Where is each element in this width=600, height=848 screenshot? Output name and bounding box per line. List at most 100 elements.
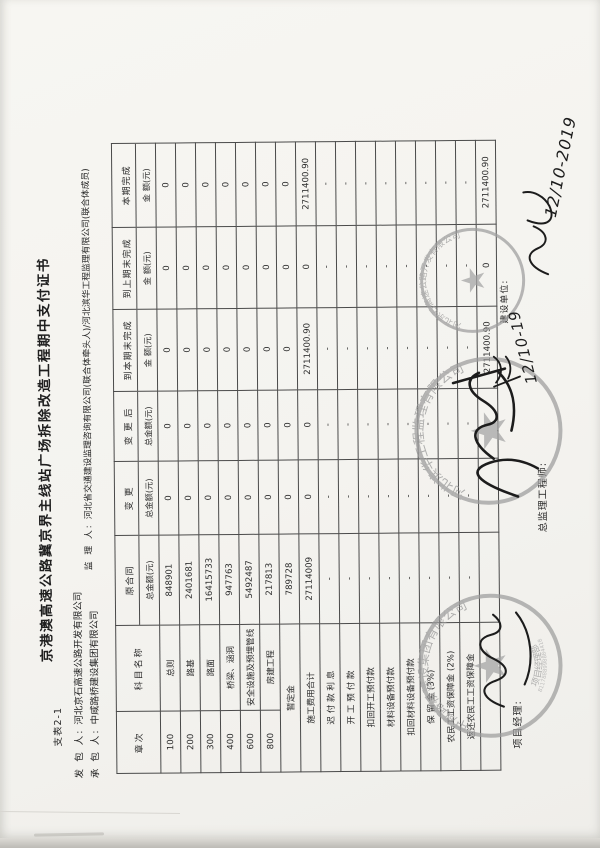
- star-icon: ★: [465, 646, 516, 686]
- table-cell: 材料设备预付款: [379, 623, 401, 772]
- table-cell: 400: [220, 710, 241, 773]
- table-cell: 0: [197, 390, 219, 461]
- table-cell: -: [378, 459, 399, 534]
- table-cell: 迟 付 款 利 息: [319, 623, 341, 772]
- employer-line: 发 包 人: 河北京石高速公路开发有限公司: [71, 592, 89, 779]
- table-cell: -: [315, 141, 337, 226]
- supervisor-name: 河北省交通建设监理咨询有限公司(联合体牵头人)/河北滨华工程监理有限公司(联合体…: [81, 168, 95, 520]
- party-block-left: 发 包 人: 河北京石高速公路开发有限公司 承 包 人: 中咸路桥建设集团有限公司: [71, 591, 105, 779]
- supervisor-line: 监 理 人: 河北省交通建设监理咨询有限公司(联合体牵头人)/河北滨华工程监理有限…: [78, 168, 95, 570]
- table-cell: -: [335, 141, 357, 226]
- stamp-ring-text: 中咸路桥建设集团有限公司: [415, 597, 471, 735]
- table-cell: 217813: [258, 534, 280, 625]
- table-cell: 300: [200, 710, 221, 773]
- table-cell: -: [355, 141, 377, 226]
- table-cell: 开 工 预 付 款: [339, 623, 361, 772]
- client-round-stamp: 河北京石高速公路开发有限公司 ★: [418, 227, 526, 333]
- table-cell: -: [358, 533, 380, 624]
- table-cell: 848901: [158, 534, 180, 626]
- table-cell: -: [316, 307, 338, 390]
- table-cell: 0: [178, 460, 199, 535]
- table-cell: 暂定金: [279, 623, 301, 773]
- table-cell: -: [338, 533, 360, 624]
- table-cell: 施工费用合计: [299, 623, 321, 772]
- contractor-round-stamp: 中咸路桥建设集团有限公司 ★ 项目经理部 8117888998884418: [415, 593, 563, 738]
- table-cell: 0: [156, 226, 177, 310]
- table-cell: 0: [276, 225, 297, 309]
- table-cell: 947763: [218, 534, 240, 625]
- table-cell: -: [318, 533, 340, 624]
- table-cell: 0: [176, 308, 198, 391]
- table-cell: -: [316, 225, 337, 308]
- table-cell: -: [357, 389, 379, 460]
- table-cell: -: [356, 307, 378, 390]
- page-title: 京港澳高速公路冀京界主线站广场拆除改造工程期中支付证书: [35, 257, 56, 663]
- table-cell: 0: [256, 308, 278, 391]
- column-header: 原合同 总金额(元): [114, 535, 160, 626]
- employer-name: 河北京石高速公路开发有限公司: [72, 591, 86, 725]
- table-cell: 0: [158, 460, 179, 536]
- scanner-edge-shadow: [0, 838, 600, 848]
- table-cell: 路基: [179, 624, 201, 711]
- handwritten-date-corner: 12/10-2019: [541, 115, 580, 219]
- table-cell: -: [318, 459, 339, 534]
- table-cell: 安全设施及预埋管线: [239, 624, 261, 711]
- table-cell: 0: [195, 142, 217, 227]
- table-cell: 800: [260, 710, 281, 773]
- supervisor-label: 监 理 人:: [84, 523, 95, 571]
- table-cell: -: [376, 307, 398, 390]
- table-cell: 789728: [278, 533, 300, 625]
- document-content: 支表2-1 京港澳高速公路冀京界主线站广场拆除改造工程期中支付证书 发 包 人:…: [0, 14, 595, 839]
- table-cell: -: [317, 389, 339, 460]
- table-cell: -: [336, 225, 357, 308]
- column-header: 到上期末完成金 额(元): [112, 227, 157, 310]
- table-cell: 0: [257, 390, 279, 461]
- table-cell: 0: [196, 226, 217, 309]
- table-cell: -: [396, 224, 417, 308]
- table-cell: 5492487: [238, 534, 260, 625]
- table-cell: 0: [157, 390, 179, 462]
- column-header: 到本期末完成金 额(元): [112, 309, 158, 392]
- table-cell: -: [375, 141, 397, 226]
- table-cell: -: [395, 140, 417, 226]
- table-cell: 0: [297, 389, 319, 460]
- table-cell: 200: [180, 710, 201, 773]
- table-cell: 0: [217, 390, 239, 461]
- table-cell: 0: [156, 308, 178, 392]
- table-cell: 16415733: [198, 534, 220, 625]
- svg-text:中咸路桥建设集团有限公司: 中咸路桥建设集团有限公司: [415, 597, 471, 735]
- table-cell: -: [376, 225, 397, 308]
- table-cell: 2711400.90: [295, 141, 317, 226]
- table-cell: -: [337, 389, 359, 460]
- table-cell: 0: [255, 142, 277, 227]
- table-cell: 0: [196, 308, 218, 391]
- table-cell: 路面: [199, 624, 221, 711]
- table-cell: 总则: [159, 624, 181, 712]
- table-cell: -: [377, 389, 399, 460]
- table-cell: 0: [278, 459, 299, 535]
- table-cell: 0: [296, 225, 317, 308]
- table-cell: 0: [236, 308, 258, 391]
- table-cell: 2711400.90: [475, 140, 497, 225]
- table-cell: 0: [276, 307, 298, 391]
- table-cell: -: [358, 459, 379, 534]
- table-cell: -: [455, 140, 477, 225]
- table-cell: 0: [238, 460, 259, 535]
- column-header: 科目名称: [115, 625, 161, 712]
- table-cell: -: [415, 140, 437, 225]
- table-cell: -: [356, 225, 377, 308]
- table-cell: 0: [216, 308, 238, 391]
- table-cell: 0: [275, 141, 297, 227]
- table-cell: 0: [277, 389, 299, 461]
- table-cell: 600: [240, 710, 261, 773]
- table-cell: -: [378, 533, 400, 624]
- contractor-line: 承 包 人: 中咸路桥建设集团有限公司: [87, 591, 105, 778]
- table-cell: 0: [215, 142, 237, 227]
- column-header: 变 更 后总金额(元): [113, 391, 159, 462]
- table-cell: 0: [298, 459, 319, 534]
- table-cell: 0: [155, 142, 177, 228]
- employer-label: 发 包 人:: [74, 728, 86, 779]
- table-cell: 0: [177, 390, 199, 461]
- table-cell: 27114009: [298, 533, 320, 624]
- header-row: 章次 科目名称 原合同 总金额(元) 变 更总金额(元) 变 更 后总金额(元) 到本期末完…: [111, 143, 161, 774]
